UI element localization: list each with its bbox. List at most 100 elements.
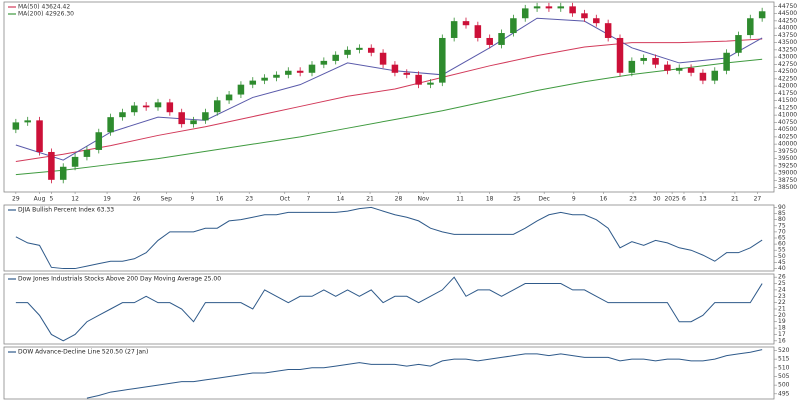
candle-body — [213, 100, 221, 113]
x-tick-label: Dec — [538, 196, 550, 203]
y-tick-label: 41500 — [778, 97, 797, 104]
line-series — [15, 276, 763, 342]
candle-body — [498, 33, 505, 45]
candle-body — [356, 47, 363, 50]
candle-body — [71, 156, 79, 167]
y-tick-label: 20 — [778, 312, 786, 319]
y-tick-label: 505 — [778, 373, 790, 380]
candle-body — [533, 6, 541, 9]
candle-body — [427, 82, 434, 85]
candle-body — [640, 57, 647, 61]
y-tick-label: 40 — [778, 265, 786, 272]
candle-body — [296, 70, 304, 73]
x-tick-label: 5 — [49, 196, 53, 203]
x-tick-label: 30 — [653, 196, 661, 203]
y-tick-label: 43000 — [778, 54, 797, 61]
y-tick-label: 41000 — [778, 112, 797, 119]
y-tick-label: 23 — [778, 293, 786, 300]
x-tick-label: Oct — [280, 196, 291, 203]
x-tick-label: 7 — [307, 196, 311, 203]
candle-body — [415, 74, 422, 85]
candle-body — [225, 94, 233, 101]
x-tick-label: 16 — [600, 196, 608, 203]
candle-body — [545, 6, 553, 9]
candle-body — [285, 70, 292, 75]
x-tick-label: Aug — [34, 196, 46, 203]
y-tick-label: 75 — [778, 222, 786, 229]
legend-label: MA(50) 43624.42 — [18, 4, 70, 11]
candle-body — [569, 6, 576, 14]
y-tick-label: 495 — [778, 390, 790, 397]
candle-body — [735, 35, 742, 53]
y-tick-label: 22 — [778, 299, 786, 306]
candle-body — [699, 72, 707, 81]
x-tick-label: 23 — [245, 196, 253, 203]
candle-body — [557, 6, 565, 9]
x-tick-label: 12 — [71, 196, 79, 203]
candle-body — [332, 54, 339, 61]
x-tick-label: 21 — [731, 196, 739, 203]
candle-body — [83, 149, 91, 157]
candle-body — [439, 37, 446, 83]
line-series — [86, 349, 763, 399]
panel-title: Dow Jones Industrials Stocks Above 200 D… — [18, 276, 221, 283]
y-tick-label: 39250 — [778, 162, 797, 169]
y-tick-label: 41750 — [778, 90, 797, 97]
candle-body — [59, 166, 67, 180]
y-tick-label: 42000 — [778, 83, 797, 90]
y-tick-label: 44750 — [778, 3, 797, 10]
y-tick-label: 65 — [778, 235, 786, 242]
y-tick-label: 18 — [778, 325, 786, 332]
candle-body — [344, 49, 351, 55]
x-tick-label: 23 — [629, 196, 637, 203]
y-tick-label: 43250 — [778, 46, 797, 53]
y-tick-label: 19 — [778, 318, 786, 325]
candle-body — [320, 60, 328, 65]
y-tick-label: 38750 — [778, 177, 797, 184]
y-tick-label: 42250 — [778, 75, 797, 82]
candle-body — [24, 120, 31, 123]
candle-body — [166, 102, 174, 113]
y-tick-label: 25 — [778, 280, 786, 287]
x-tick-label: 6 — [682, 196, 686, 203]
panel-title: DJIA Bullish Percent Index 63.33 — [18, 207, 114, 214]
y-tick-label: 24 — [778, 286, 786, 293]
x-tick-label: 21 — [366, 196, 374, 203]
y-tick-label: 85 — [778, 210, 786, 217]
y-tick-label: 39750 — [778, 148, 797, 155]
candle-body — [367, 47, 375, 53]
candle-body — [593, 18, 600, 24]
candle-body — [273, 74, 280, 78]
candle-body — [95, 132, 103, 150]
y-tick-label: 45 — [778, 259, 786, 266]
y-tick-label: 41250 — [778, 104, 797, 111]
x-tick-label: 27 — [754, 196, 762, 203]
candle-body — [12, 122, 20, 130]
y-tick-label: 39500 — [778, 155, 797, 162]
y-tick-label: 40750 — [778, 119, 797, 126]
y-tick-label: 42500 — [778, 68, 797, 75]
candle-body — [747, 18, 754, 36]
candle-body — [450, 21, 458, 38]
candle-body — [486, 37, 493, 45]
x-tick-label: 19 — [103, 196, 111, 203]
y-tick-label: 90 — [778, 204, 786, 211]
x-tick-label: Sep — [161, 196, 173, 203]
y-tick-label: 515 — [778, 356, 790, 363]
candle-body — [249, 80, 257, 85]
candle-body — [687, 67, 695, 73]
y-tick-label: 510 — [778, 364, 790, 371]
candle-body — [379, 52, 387, 65]
y-tick-label: 44000 — [778, 25, 797, 32]
candle-body — [36, 120, 43, 152]
x-tick-label: 28 — [395, 196, 403, 203]
line-series — [15, 206, 763, 270]
candle-body — [308, 64, 316, 73]
candle-body — [142, 105, 150, 108]
y-tick-label: 60 — [778, 241, 786, 248]
x-tick-label: 16 — [216, 196, 224, 203]
y-tick-label: 38500 — [778, 184, 797, 191]
candle-body — [628, 60, 636, 73]
x-tick-label: 14 — [337, 196, 345, 203]
candle-body — [604, 23, 612, 38]
